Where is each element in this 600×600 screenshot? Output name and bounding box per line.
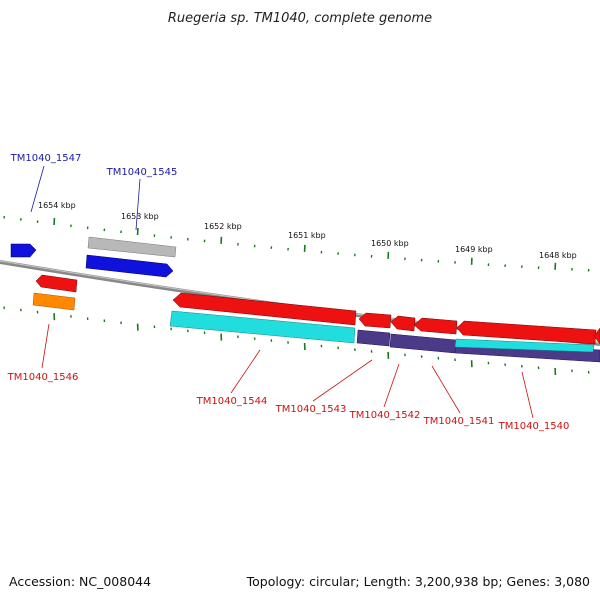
leader-TM1040_1543: [312, 359, 373, 402]
scale-label-1652: 1652 kbp: [204, 222, 242, 231]
gene-TM1040_1546[interactable]: [35, 274, 78, 293]
label-TM1040_1541[interactable]: TM1040_1541: [423, 416, 495, 427]
leader-TM1040_1540: [521, 371, 534, 419]
scale-label-1651: 1651 kbp: [288, 231, 326, 240]
gene-TM1040_1544-cyan[interactable]: [169, 310, 356, 344]
leader-lines: [30, 165, 534, 419]
tick-row-lower: [3, 306, 590, 376]
gene-TM1040_1544[interactable]: [172, 292, 357, 326]
gene-TM1040_1542-purple[interactable]: [389, 333, 457, 354]
scale-labels: 1654 kbp 1653 kbp 1652 kbp 1651 kbp 1650…: [38, 201, 577, 260]
gene-TM1040_1541-cyan[interactable]: [454, 338, 595, 353]
leader-TM1040_1542: [383, 363, 400, 408]
leader-TM1040_1541: [431, 365, 461, 414]
label-TM1040_1546[interactable]: TM1040_1546: [7, 372, 79, 383]
label-TM1040_1542[interactable]: TM1040_1542: [349, 410, 421, 421]
gene-TM1040_1543-purple[interactable]: [356, 329, 391, 347]
gene-labels: TM1040_1547 TM1040_1545 TM1040_1546 TM10…: [7, 153, 570, 432]
gene-TM1040_1541[interactable]: [413, 317, 458, 335]
gene-TM1040_1545[interactable]: [85, 254, 174, 278]
scale-label-1649: 1649 kbp: [455, 245, 493, 254]
scale-label-1650: 1650 kbp: [371, 239, 409, 248]
label-TM1040_1547[interactable]: TM1040_1547: [10, 153, 82, 164]
scale-label-1654: 1654 kbp: [38, 201, 76, 210]
gene-TM1040_1542[interactable]: [390, 315, 416, 332]
leader-TM1040_1546: [41, 323, 50, 369]
scale-label-1648: 1648 kbp: [539, 251, 577, 260]
forward-genes: [10, 236, 177, 278]
genome-summary-text: Topology: circular; Length: 3,200,938 bp…: [246, 574, 590, 589]
label-TM1040_1540[interactable]: TM1040_1540: [498, 421, 570, 432]
gene-TM1040_1540[interactable]: [456, 320, 597, 345]
gene-TM1040_1540-tip[interactable]: [593, 327, 600, 345]
tick-row-upper: [3, 215, 590, 272]
map-title: Ruegeria sp. TM1040, complete genome: [168, 11, 432, 26]
gene-TM1040_1547[interactable]: [10, 243, 37, 258]
label-TM1040_1544[interactable]: TM1040_1544: [196, 396, 268, 407]
leader-TM1040_1547: [30, 165, 45, 213]
scale-label-1653: 1653 kbp: [121, 212, 159, 221]
label-TM1040_1545[interactable]: TM1040_1545: [106, 167, 178, 178]
gene-TM1040_1546-orange[interactable]: [32, 292, 76, 311]
reverse-genes: [32, 274, 600, 363]
gene-TM1040_1543[interactable]: [358, 312, 392, 329]
gene-TM1040_1545-gray[interactable]: [87, 236, 177, 258]
leader-TM1040_1545: [135, 178, 141, 231]
label-TM1040_1543[interactable]: TM1040_1543: [275, 404, 347, 415]
accession-text: Accession: NC_008044: [9, 574, 151, 589]
leader-TM1040_1544: [230, 349, 261, 394]
